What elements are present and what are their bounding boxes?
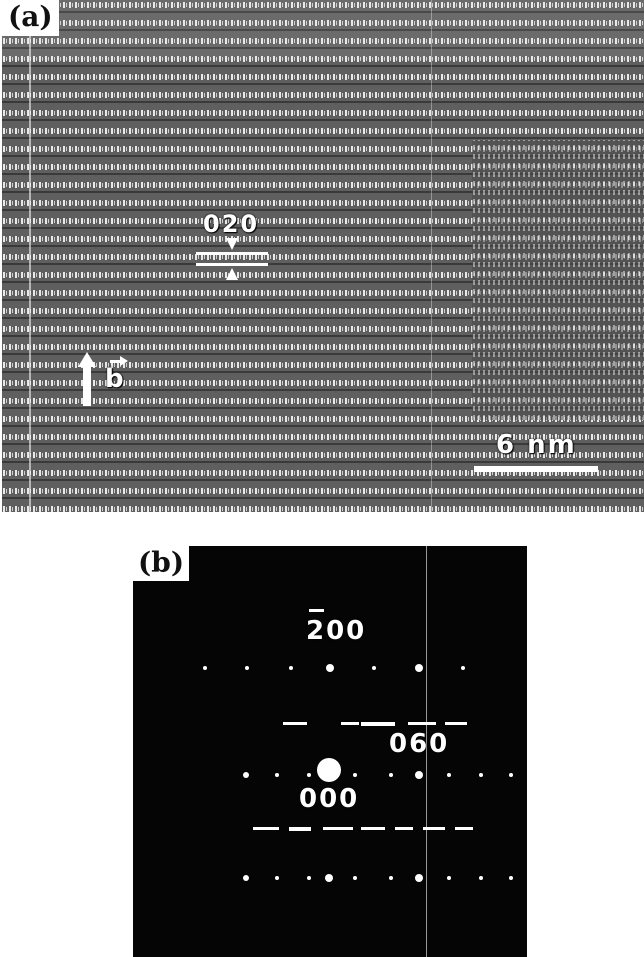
fringe-spacing-marker [196, 238, 268, 280]
diffraction-spots [203, 546, 513, 957]
spot-060 [415, 771, 423, 779]
panel-label-b: (b) [133, 546, 190, 581]
spot-000 [317, 758, 341, 782]
b-axis-label: b [105, 364, 126, 394]
spot-200 [326, 664, 334, 672]
scale-bar [474, 466, 598, 472]
hrtem-lattice-image: (a) 020 b 6 nm [2, 0, 644, 512]
panel-label-a: (a) [2, 0, 59, 36]
spot-label-060: 060 [389, 729, 450, 759]
diffraction-pattern: (b) 200 060 000 [133, 546, 527, 957]
b-axis-arrow [78, 352, 128, 406]
plane-index-label: 020 [203, 210, 260, 238]
lattice-fringes [2, 0, 644, 512]
spot-label-000: 000 [299, 784, 360, 814]
spot-label-200: 200 [306, 616, 367, 646]
overbar-mark [309, 609, 324, 612]
scan-line [29, 0, 31, 512]
scale-bar-label: 6 nm [496, 430, 577, 460]
